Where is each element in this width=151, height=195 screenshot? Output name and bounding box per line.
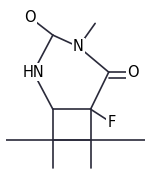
Text: O: O <box>127 65 139 80</box>
Text: HN: HN <box>22 65 44 80</box>
Text: N: N <box>73 39 84 54</box>
Text: F: F <box>108 115 116 130</box>
Text: O: O <box>24 10 36 25</box>
